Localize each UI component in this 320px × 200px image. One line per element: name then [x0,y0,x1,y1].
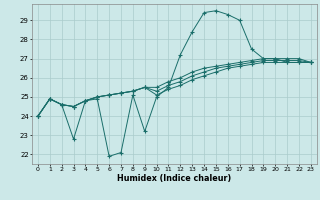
X-axis label: Humidex (Indice chaleur): Humidex (Indice chaleur) [117,174,232,183]
